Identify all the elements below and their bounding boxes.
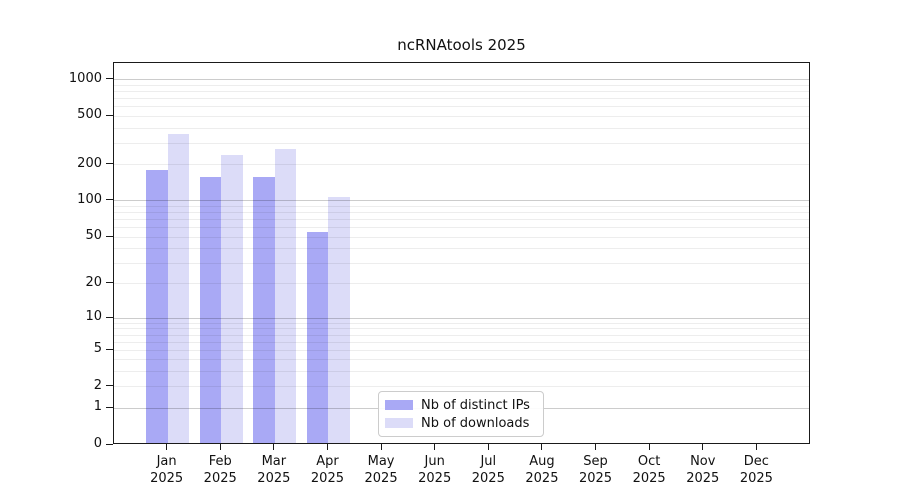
minor-gridline bbox=[114, 106, 809, 108]
bar-downloads bbox=[328, 197, 350, 443]
x-tick-mark bbox=[326, 444, 328, 450]
x-tick-mark bbox=[755, 444, 757, 450]
x-tick-label: Sep 2025 bbox=[578, 454, 613, 486]
bar-downloads bbox=[221, 154, 243, 443]
major-gridline bbox=[114, 79, 809, 81]
bar-distinct-ips bbox=[199, 176, 222, 443]
x-tick-label: Aug 2025 bbox=[525, 454, 559, 486]
plot-area bbox=[113, 62, 810, 444]
legend-swatch-distinct-ips bbox=[385, 400, 413, 410]
minor-gridline bbox=[114, 341, 809, 343]
y-tick-mark bbox=[106, 282, 113, 284]
legend-entry-downloads: Nb of downloads bbox=[385, 416, 535, 431]
x-tick-mark bbox=[434, 444, 436, 450]
legend-entry-distinct-ips: Nb of distinct IPs bbox=[385, 398, 535, 413]
y-tick-label: 2 bbox=[93, 377, 102, 393]
y-tick-mark bbox=[106, 163, 113, 165]
x-tick-mark bbox=[166, 444, 168, 450]
minor-gridline bbox=[114, 386, 809, 388]
minor-gridline bbox=[114, 212, 809, 214]
legend-label-distinct-ips: Nb of distinct IPs bbox=[421, 397, 530, 413]
major-gridline bbox=[114, 200, 809, 202]
minor-gridline bbox=[114, 97, 809, 99]
bar-distinct-ips bbox=[146, 169, 168, 443]
x-tick-label: Oct 2025 bbox=[632, 454, 666, 486]
minor-gridline bbox=[114, 334, 809, 336]
x-tick-mark bbox=[219, 444, 221, 450]
bar-distinct-ips bbox=[253, 176, 275, 443]
x-tick-mark bbox=[380, 444, 382, 450]
y-tick-mark bbox=[106, 78, 113, 80]
y-tick-label: 1 bbox=[93, 399, 102, 415]
x-tick-label: Feb 2025 bbox=[203, 454, 237, 486]
minor-gridline bbox=[114, 236, 809, 238]
minor-gridline bbox=[114, 248, 809, 250]
minor-gridline bbox=[114, 84, 809, 86]
y-tick-label: 500 bbox=[77, 107, 102, 123]
x-tick-label: Mar 2025 bbox=[257, 454, 291, 486]
x-tick-label: Nov 2025 bbox=[686, 454, 720, 486]
x-tick-label: Dec 2025 bbox=[739, 454, 773, 486]
y-tick-mark bbox=[106, 199, 113, 201]
y-tick-mark bbox=[106, 348, 113, 350]
chart-title: ncRNAtools 2025 bbox=[397, 36, 526, 54]
x-tick-mark bbox=[702, 444, 704, 450]
minor-gridline bbox=[114, 227, 809, 229]
y-tick-label: 50 bbox=[85, 228, 102, 244]
minor-gridline bbox=[114, 90, 809, 92]
x-tick-mark bbox=[648, 444, 650, 450]
major-gridline bbox=[114, 317, 809, 319]
y-tick-mark bbox=[106, 406, 113, 408]
y-tick-label: 10 bbox=[85, 309, 102, 325]
x-tick-label: Jul 2025 bbox=[471, 454, 505, 486]
minor-gridline bbox=[114, 164, 809, 166]
y-tick-label: 5 bbox=[93, 341, 102, 357]
minor-gridline bbox=[114, 283, 809, 285]
minor-gridline bbox=[114, 142, 809, 144]
minor-gridline bbox=[114, 359, 809, 361]
legend-label-downloads: Nb of downloads bbox=[421, 415, 530, 431]
y-tick-mark bbox=[106, 385, 113, 387]
x-tick-mark bbox=[273, 444, 275, 450]
y-tick-label: 200 bbox=[77, 155, 102, 171]
minor-gridline bbox=[114, 127, 809, 129]
y-tick-mark bbox=[106, 443, 113, 445]
y-tick-mark bbox=[106, 316, 113, 318]
bar-downloads bbox=[167, 133, 190, 443]
minor-gridline bbox=[114, 349, 809, 351]
legend: Nb of distinct IPs Nb of downloads bbox=[378, 391, 544, 437]
y-tick-mark bbox=[106, 114, 113, 116]
x-tick-label: Jun 2025 bbox=[418, 454, 452, 486]
y-tick-label: 100 bbox=[77, 191, 102, 207]
x-tick-mark bbox=[541, 444, 543, 450]
minor-gridline bbox=[114, 262, 809, 264]
minor-gridline bbox=[114, 205, 809, 207]
minor-gridline bbox=[114, 371, 809, 373]
x-tick-label: Apr 2025 bbox=[310, 454, 344, 486]
x-tick-mark bbox=[595, 444, 597, 450]
x-tick-mark bbox=[487, 444, 489, 450]
minor-gridline bbox=[114, 115, 809, 117]
y-tick-label: 0 bbox=[93, 436, 102, 451]
x-tick-label: May 2025 bbox=[364, 454, 398, 486]
y-tick-mark bbox=[106, 235, 113, 237]
y-tick-label: 1000 bbox=[68, 70, 102, 86]
bar-downloads bbox=[274, 149, 297, 443]
x-tick-label: Jan 2025 bbox=[150, 454, 184, 486]
bar-distinct-ips bbox=[307, 232, 329, 443]
minor-gridline bbox=[114, 322, 809, 324]
legend-swatch-downloads bbox=[385, 418, 413, 428]
minor-gridline bbox=[114, 219, 809, 221]
y-tick-label: 20 bbox=[85, 274, 102, 290]
minor-gridline bbox=[114, 328, 809, 330]
